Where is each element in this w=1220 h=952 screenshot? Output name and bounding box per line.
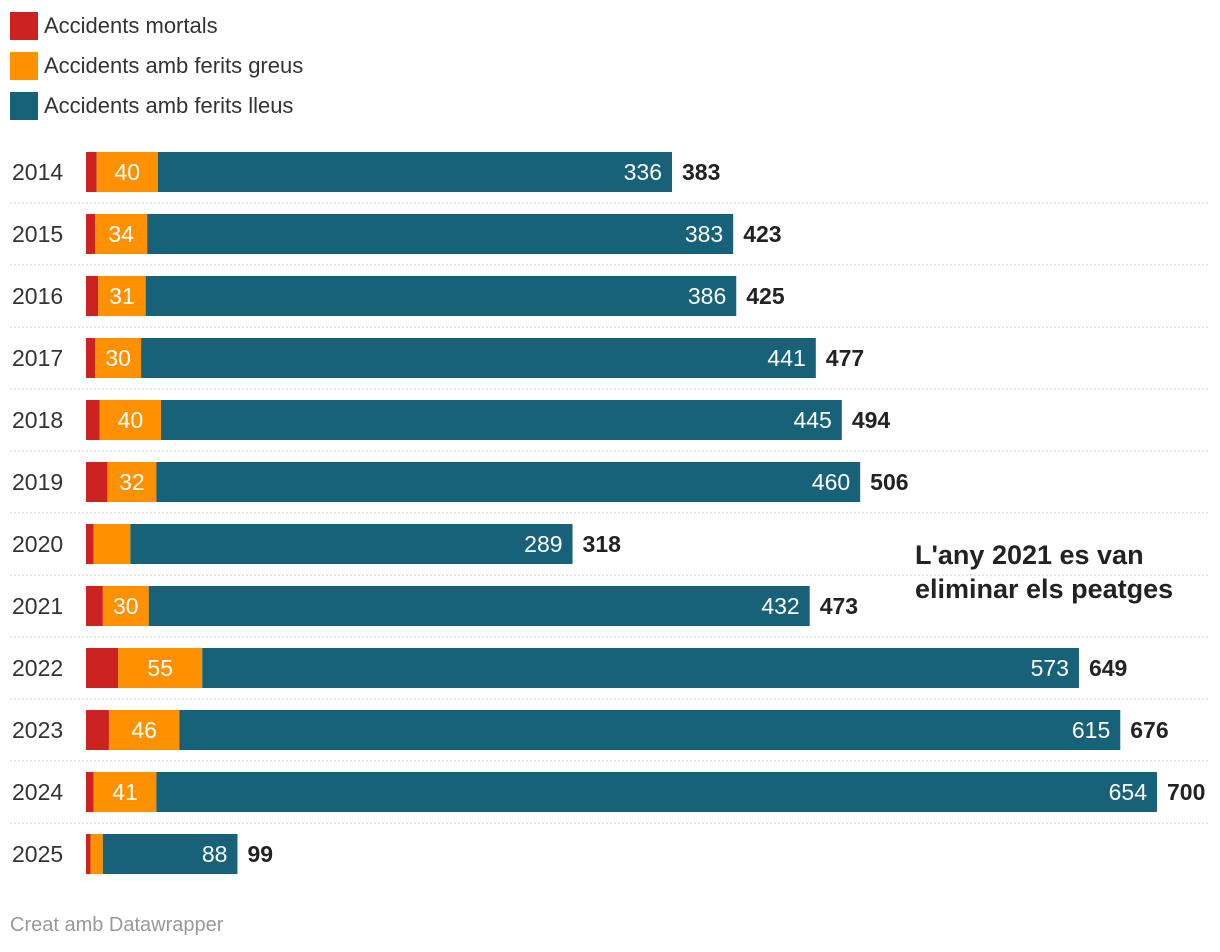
year-label: 2019 bbox=[12, 469, 63, 495]
bar-segment bbox=[157, 152, 672, 192]
segment-value-label: 441 bbox=[767, 345, 805, 371]
total-value-label: 423 bbox=[743, 221, 781, 247]
bar-segment bbox=[86, 710, 109, 750]
year-label: 2023 bbox=[12, 717, 63, 743]
total-value-label: 676 bbox=[1130, 717, 1168, 743]
bar-segment bbox=[86, 462, 108, 502]
segment-value-label: 386 bbox=[688, 283, 726, 309]
bar-segment bbox=[86, 524, 94, 564]
bar-segment bbox=[96, 152, 158, 192]
bar-segment bbox=[86, 338, 96, 378]
bar-segment bbox=[160, 400, 842, 440]
bar-segment bbox=[202, 648, 1079, 688]
year-label: 2015 bbox=[12, 221, 63, 247]
total-value-label: 494 bbox=[852, 407, 891, 433]
bar-segment bbox=[95, 338, 142, 378]
bar-segment bbox=[86, 586, 103, 626]
bar-segment bbox=[102, 834, 238, 874]
segment-value-label: 432 bbox=[761, 593, 799, 619]
annotation-text: eliminar els peatges bbox=[915, 574, 1173, 604]
bar-segment bbox=[130, 524, 573, 564]
annotation-text: L'any 2021 es van bbox=[915, 540, 1144, 570]
total-value-label: 99 bbox=[247, 841, 273, 867]
bar-segment bbox=[86, 400, 100, 440]
total-value-label: 318 bbox=[583, 531, 622, 557]
bar-segment bbox=[156, 462, 861, 502]
segment-value-label: 31 bbox=[109, 283, 135, 309]
segment-value-label: 41 bbox=[112, 779, 138, 805]
bar-segment bbox=[86, 276, 99, 316]
bar-segment bbox=[95, 214, 148, 254]
bar-segment bbox=[108, 710, 180, 750]
total-value-label: 383 bbox=[682, 159, 720, 185]
year-label: 2014 bbox=[12, 159, 63, 185]
year-label: 2018 bbox=[12, 407, 63, 433]
total-value-label: 425 bbox=[746, 283, 785, 309]
year-label: 2017 bbox=[12, 345, 63, 371]
bar-segment bbox=[86, 152, 97, 192]
legend-swatch bbox=[10, 92, 38, 120]
bar-segment bbox=[156, 772, 1157, 812]
legend-swatch bbox=[10, 12, 38, 40]
bar-segment bbox=[102, 586, 149, 626]
credit-text: Creat amb Datawrapper bbox=[10, 914, 224, 936]
segment-value-label: 445 bbox=[793, 407, 831, 433]
year-label: 2020 bbox=[12, 531, 63, 557]
segment-value-label: 654 bbox=[1109, 779, 1148, 805]
bar-segment bbox=[148, 586, 810, 626]
year-label: 2025 bbox=[12, 841, 63, 867]
segment-value-label: 32 bbox=[119, 469, 145, 495]
bar-segment bbox=[93, 524, 131, 564]
legend-label: Accidents amb ferits lleus bbox=[44, 93, 294, 118]
bar-segment bbox=[90, 834, 103, 874]
legend: Accidents mortals Accidents amb ferits gr… bbox=[10, 12, 303, 132]
segment-value-label: 460 bbox=[812, 469, 850, 495]
segment-value-label: 30 bbox=[105, 345, 131, 371]
bar-segment bbox=[93, 772, 157, 812]
bar-segment bbox=[141, 338, 816, 378]
segment-value-label: 46 bbox=[131, 717, 157, 743]
year-label: 2022 bbox=[12, 655, 63, 681]
bar-segment bbox=[86, 648, 119, 688]
total-value-label: 700 bbox=[1167, 779, 1205, 805]
total-value-label: 473 bbox=[820, 593, 858, 619]
total-value-label: 506 bbox=[870, 469, 908, 495]
segment-value-label: 40 bbox=[118, 407, 144, 433]
legend-item: Accidents mortals bbox=[10, 12, 303, 40]
bar-segment bbox=[86, 834, 91, 874]
legend-swatch bbox=[10, 52, 38, 80]
legend-item: Accidents amb ferits greus bbox=[10, 52, 303, 80]
bar-segment bbox=[145, 276, 737, 316]
segment-value-label: 573 bbox=[1031, 655, 1069, 681]
bar-segment bbox=[99, 400, 161, 440]
total-value-label: 477 bbox=[826, 345, 864, 371]
bar-segment bbox=[179, 710, 1121, 750]
bar-segment bbox=[86, 772, 94, 812]
bar-segment bbox=[86, 214, 96, 254]
segment-value-label: 30 bbox=[113, 593, 139, 619]
legend-label: Accidents amb ferits greus bbox=[44, 53, 304, 78]
total-value-label: 649 bbox=[1089, 655, 1127, 681]
legend-label: Accidents mortals bbox=[44, 13, 218, 38]
segment-value-label: 88 bbox=[202, 841, 228, 867]
year-label: 2024 bbox=[12, 779, 63, 805]
segment-value-label: 615 bbox=[1072, 717, 1110, 743]
segment-value-label: 55 bbox=[147, 655, 173, 681]
segment-value-label: 40 bbox=[115, 159, 141, 185]
year-label: 2016 bbox=[12, 283, 63, 309]
bar-segment bbox=[118, 648, 203, 688]
segment-value-label: 289 bbox=[524, 531, 562, 557]
segment-value-label: 383 bbox=[685, 221, 723, 247]
year-label: 2021 bbox=[12, 593, 63, 619]
bar-segment bbox=[107, 462, 157, 502]
segment-value-label: 34 bbox=[108, 221, 134, 247]
bar-segment bbox=[98, 276, 146, 316]
bar-segment bbox=[147, 214, 734, 254]
segment-value-label: 336 bbox=[624, 159, 662, 185]
legend-item: Accidents amb ferits lleus bbox=[10, 92, 303, 120]
